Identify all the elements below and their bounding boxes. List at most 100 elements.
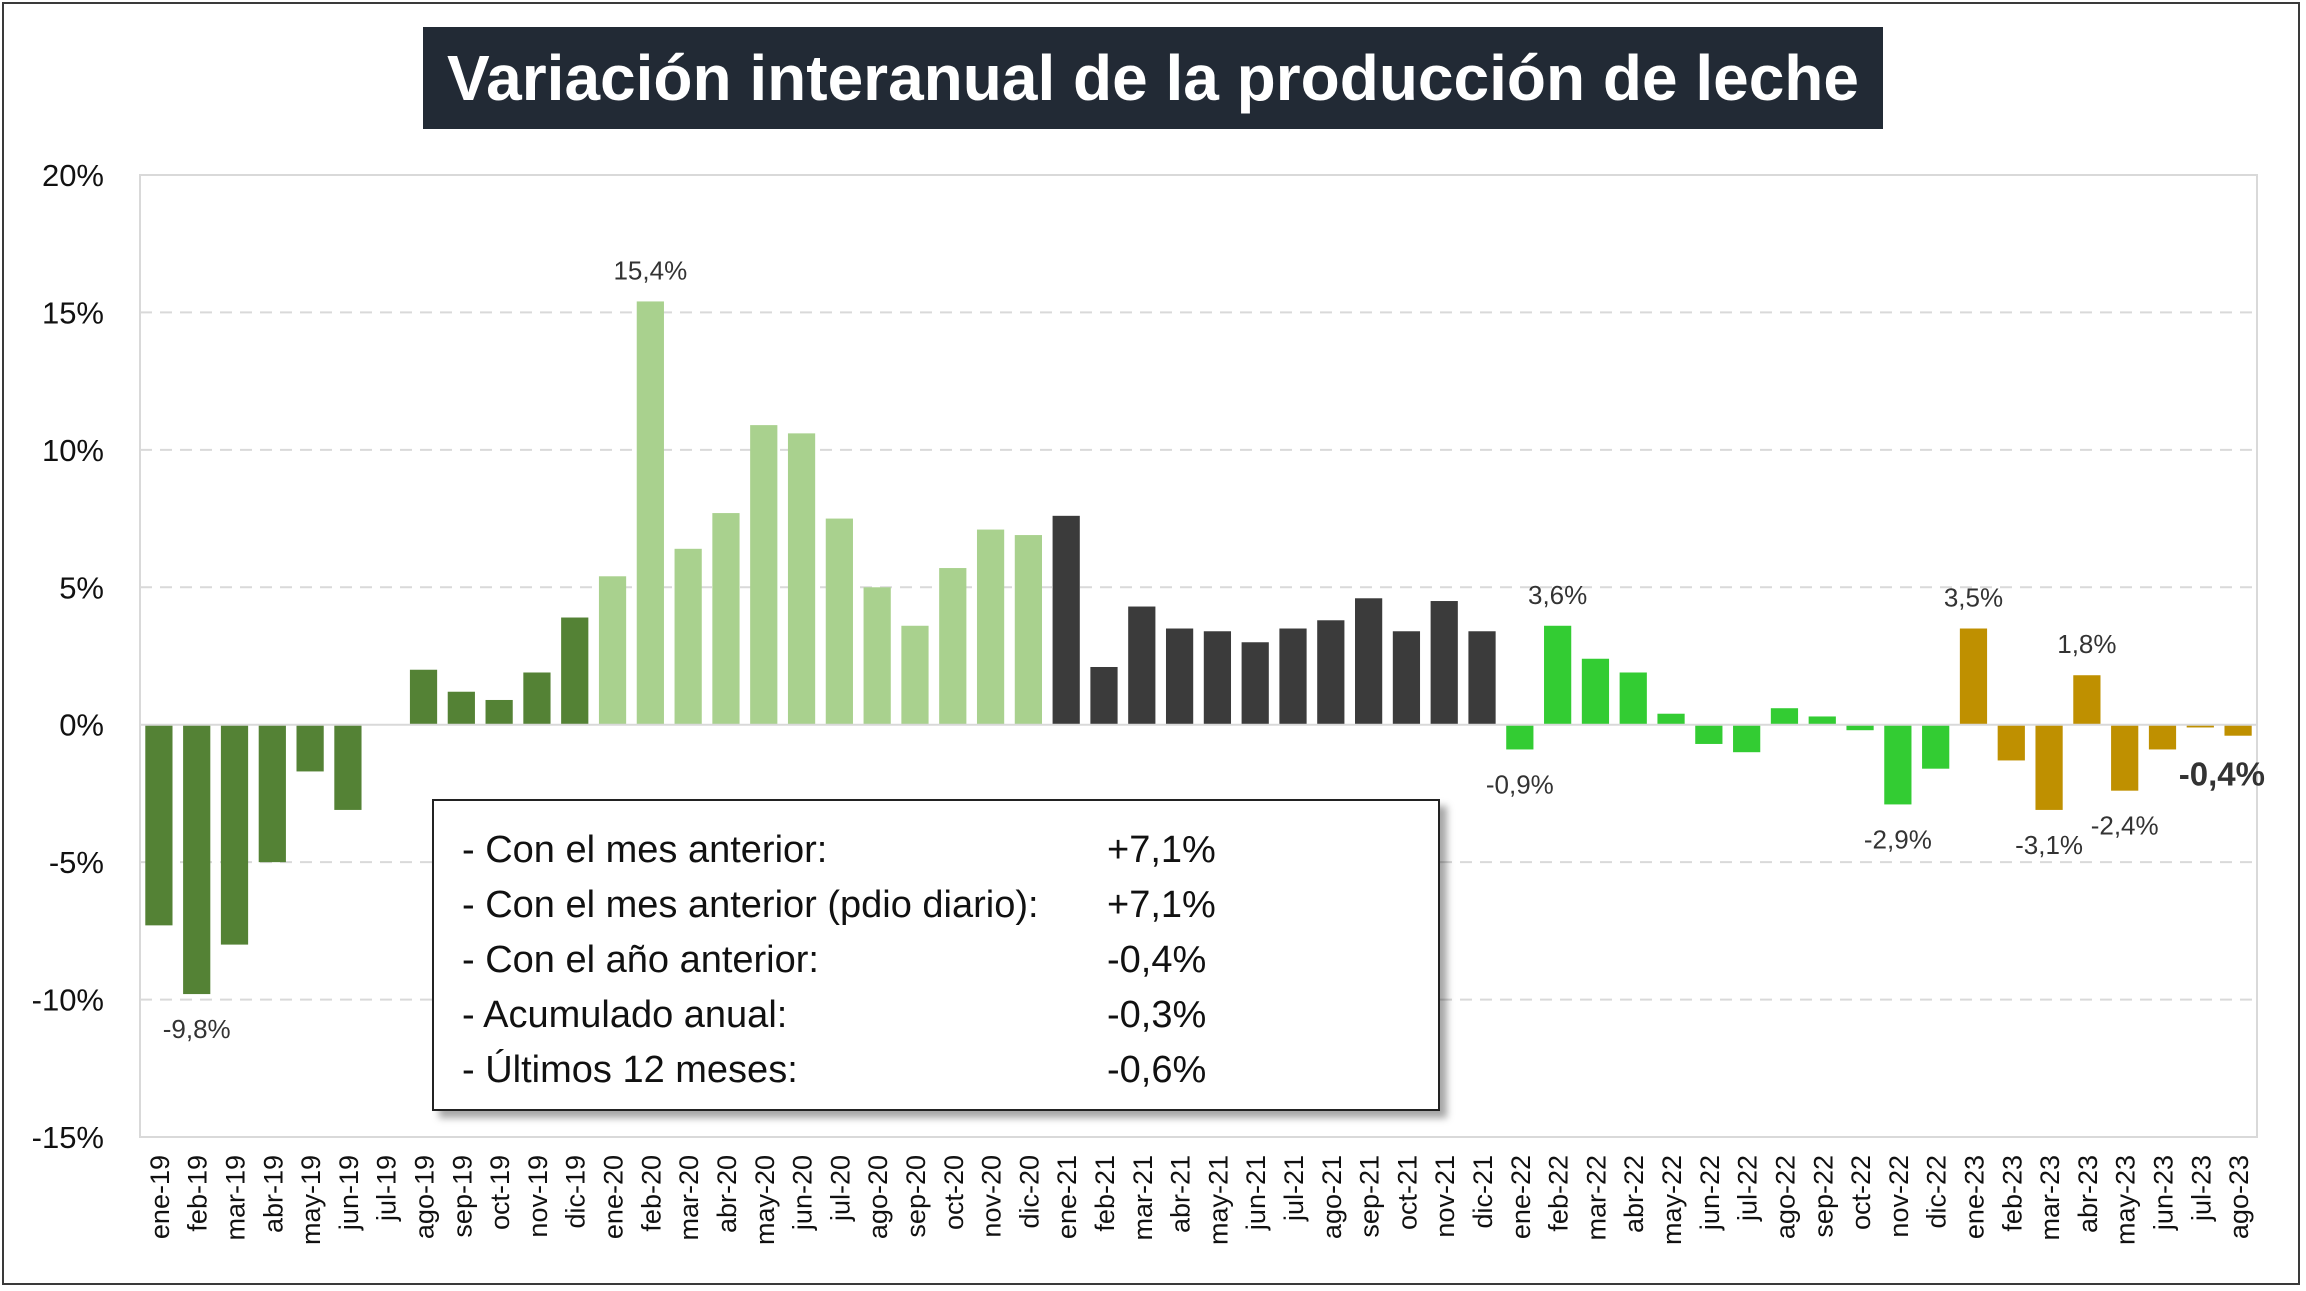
- x-tick-label: ene-20: [599, 1155, 629, 1239]
- bar: [1619, 672, 1647, 725]
- summary-label: - Con el mes anterior (pdio diario):: [462, 884, 1039, 926]
- x-tick-label: may-23: [2111, 1155, 2141, 1245]
- x-tick-label: mar-22: [1581, 1155, 1611, 1241]
- summary-box: - Con el mes anterior: +7,1% - Con el me…: [432, 799, 1440, 1111]
- bar: [296, 724, 324, 772]
- summary-value: +7,1%: [1107, 884, 1216, 926]
- x-tick-label: nov-22: [1884, 1155, 1914, 1238]
- bar: [976, 529, 1005, 725]
- bar: [334, 724, 362, 810]
- x-tick-label: dic-20: [1014, 1155, 1044, 1229]
- data-label: -9,8%: [163, 1014, 231, 1044]
- bar: [561, 617, 589, 725]
- bar: [2186, 724, 2214, 728]
- bar: [750, 425, 778, 725]
- x-tick-label: sep-22: [1808, 1155, 1838, 1238]
- bar: [1241, 642, 1269, 725]
- x-tick-label: jul-21: [1279, 1155, 1309, 1222]
- x-tick-label: feb-23: [1997, 1155, 2027, 1232]
- bar: [145, 724, 173, 926]
- bar: [787, 433, 816, 725]
- bar: [674, 548, 702, 725]
- bar: [2073, 675, 2101, 725]
- x-tick-label: dic-22: [1922, 1155, 1952, 1229]
- chart-title: Variación interanual de la producción de…: [423, 27, 1883, 129]
- summary-value: -0,6%: [1107, 1049, 1207, 1091]
- x-tick-label: ene-19: [145, 1155, 175, 1239]
- bar: [220, 724, 249, 945]
- x-tick-label: ene-22: [1506, 1155, 1536, 1239]
- y-tick-label: 5%: [59, 570, 104, 605]
- bar: [1430, 601, 1458, 725]
- x-tick-label: mar-21: [1128, 1155, 1158, 1241]
- bar: [1808, 716, 1836, 725]
- bar: [1317, 620, 1345, 725]
- summary-value: -0,3%: [1107, 994, 1207, 1036]
- x-tick-label: feb-22: [1544, 1155, 1574, 1232]
- x-tick-label: abr-23: [2073, 1155, 2103, 1233]
- bar: [901, 625, 929, 725]
- y-tick-label: -15%: [32, 1120, 104, 1155]
- summary-value: +7,1%: [1107, 829, 1216, 871]
- x-tick-label: abr-19: [258, 1155, 288, 1233]
- x-tick-label: sep-20: [901, 1155, 931, 1238]
- bar: [409, 669, 438, 725]
- bar: [183, 724, 211, 995]
- summary-label: - Últimos 12 meses:: [462, 1049, 798, 1091]
- x-tick-label: jul-19: [372, 1155, 402, 1222]
- y-axis-ticks: 20% 15% 10% 5% 0% -5% -10% -15%: [32, 158, 104, 1155]
- data-label: 3,5%: [1944, 583, 2003, 613]
- summary-row-accumulated: - Acumulado anual: -0,3%: [462, 988, 1438, 1043]
- x-tick-label: feb-20: [636, 1155, 666, 1232]
- x-tick-label: nov-19: [523, 1155, 553, 1238]
- data-label: -3,1%: [2015, 830, 2083, 860]
- x-tick-label: dic-19: [561, 1155, 591, 1229]
- bar: [1846, 724, 1874, 731]
- x-tick-label: may-22: [1657, 1155, 1687, 1245]
- bar: [1355, 598, 1383, 725]
- bar: [1090, 666, 1118, 725]
- bar: [1506, 724, 1534, 750]
- x-tick-label: nov-21: [1430, 1155, 1460, 1238]
- bar: [863, 587, 891, 725]
- bar: [1884, 724, 1912, 805]
- bar: [1165, 628, 1194, 725]
- bar: [2224, 724, 2252, 736]
- x-tick-label: ago-22: [1770, 1155, 1800, 1239]
- x-tick-label: abr-20: [712, 1155, 742, 1233]
- x-tick-label: jun-21: [1241, 1155, 1271, 1231]
- data-labels: -9,8% 15,4% -0,9% 3,6% -2,9% 3,5% -3,1% 1,8% -2,…: [163, 255, 2265, 1044]
- bar: [1733, 724, 1761, 753]
- x-tick-label: ago-20: [863, 1155, 893, 1239]
- bar: [1468, 631, 1496, 725]
- x-tick-label: jun-23: [2148, 1155, 2178, 1231]
- x-tick-label: jun-20: [788, 1155, 818, 1231]
- summary-row-last-12: - Últimos 12 meses: -0,6%: [462, 1043, 1438, 1098]
- x-tick-label: feb-19: [183, 1155, 213, 1232]
- bar: [1128, 606, 1156, 725]
- bar: [523, 672, 551, 725]
- bar: [1392, 631, 1421, 725]
- bar: [1657, 713, 1685, 725]
- data-label: -0,4%: [2179, 756, 2265, 793]
- x-tick-label: dic-21: [1468, 1155, 1498, 1229]
- x-tick-label: oct-19: [485, 1155, 515, 1230]
- x-tick-label: jun-22: [1695, 1155, 1725, 1231]
- y-tick-label: -5%: [49, 845, 104, 880]
- bar: [1922, 724, 1950, 769]
- x-tick-label: ene-21: [1052, 1155, 1082, 1239]
- x-tick-label: jul-22: [1733, 1155, 1763, 1222]
- x-tick-label: sep-19: [447, 1155, 477, 1238]
- x-tick-label: jun-19: [334, 1155, 364, 1231]
- data-label: -0,9%: [1486, 769, 1554, 799]
- data-label: 1,8%: [2057, 629, 2116, 659]
- x-tick-label: jul-23: [2186, 1155, 2216, 1222]
- bar: [712, 513, 740, 725]
- x-tick-label: abr-21: [1166, 1155, 1196, 1233]
- y-tick-label: 0%: [59, 708, 104, 743]
- bar: [447, 691, 475, 725]
- y-tick-label: -10%: [32, 983, 104, 1018]
- x-tick-label: ago-19: [410, 1155, 440, 1239]
- data-label: -2,9%: [1864, 824, 1932, 854]
- summary-label: - Acumulado anual:: [462, 994, 788, 1036]
